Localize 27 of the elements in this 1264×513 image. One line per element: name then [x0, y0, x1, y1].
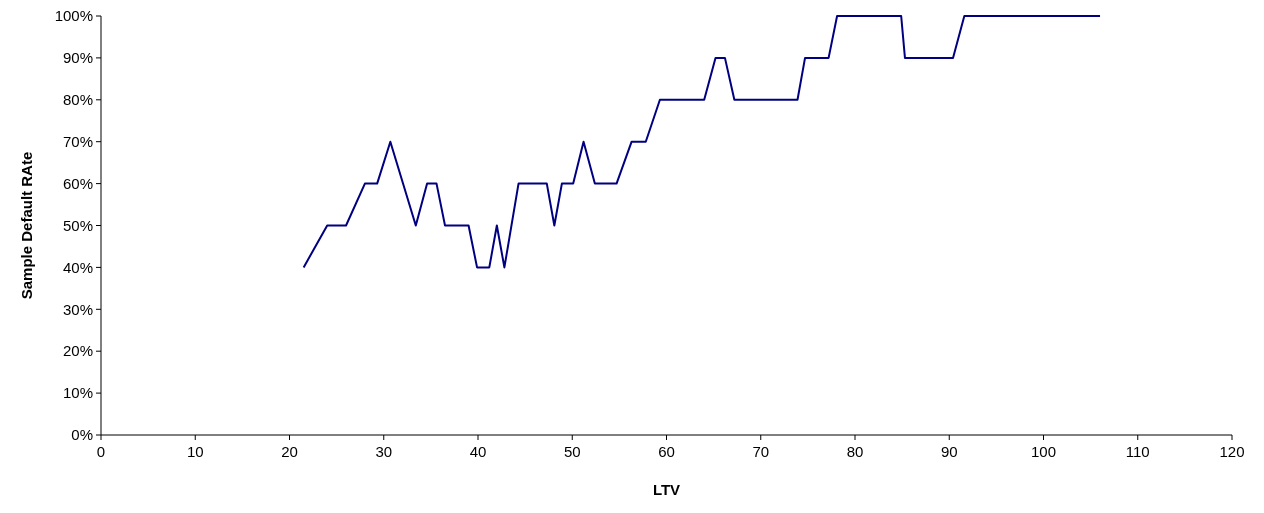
x-axis-title: LTV: [652, 481, 681, 498]
x-tick-label: 100: [1030, 443, 1057, 460]
y-tick-label: 0%: [71, 426, 93, 444]
x-tick-label: 20: [281, 443, 298, 460]
y-tick-label: 60%: [62, 174, 93, 192]
x-tick-label: 110: [1125, 443, 1150, 460]
x-tick-label: 90: [940, 443, 958, 460]
y-tick-label: 40%: [62, 258, 93, 276]
x-tick-label: 120: [1219, 443, 1245, 460]
y-tick-label: 100%: [54, 7, 93, 25]
x-tick-label: 50: [563, 443, 581, 460]
line-series: [302, 15, 1102, 269]
y-tick-label: 90%: [62, 49, 93, 67]
x-tick-label: 80: [846, 443, 864, 460]
x-tick-label: 30: [375, 443, 393, 460]
y-axis-title: Sample Default RAte: [18, 151, 35, 300]
x-tick-label: 40: [469, 443, 487, 460]
x-tick-label: 10: [186, 443, 204, 460]
y-tick-label: 50%: [62, 216, 93, 234]
y-tick-label: 10%: [62, 384, 93, 402]
y-tick-label: 70%: [62, 132, 93, 150]
y-tick-label: 20%: [62, 342, 93, 360]
x-tick-label: 70: [752, 443, 770, 460]
y-tick-label: 30%: [62, 300, 93, 318]
y-tick-label: 80%: [62, 91, 93, 109]
x-tick-label: 0: [96, 443, 106, 460]
x-tick-label: 60: [658, 443, 675, 460]
